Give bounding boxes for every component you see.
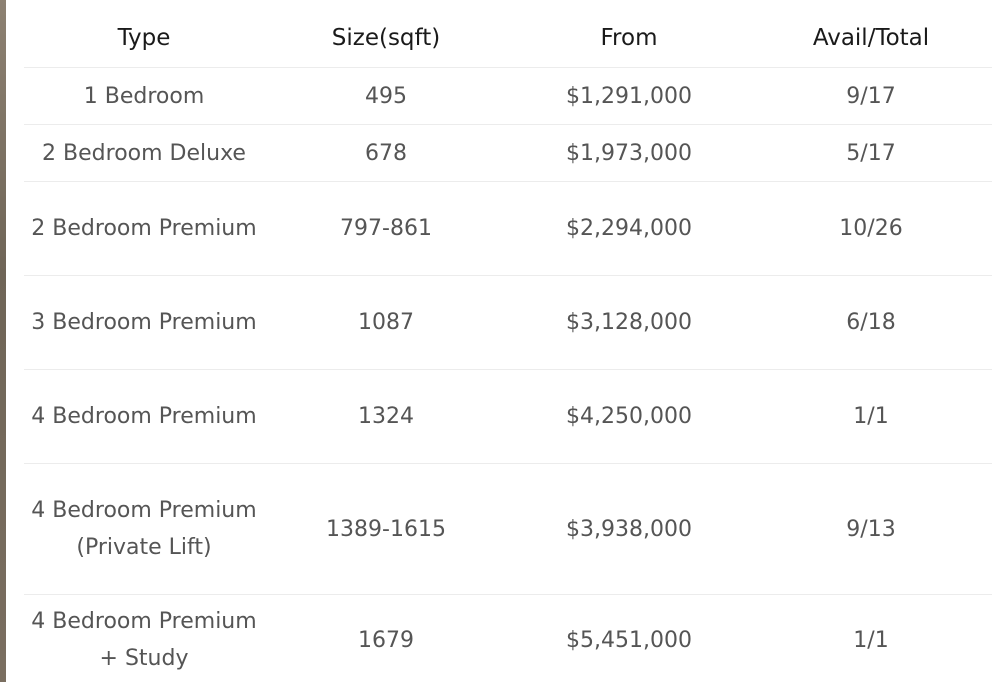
header-type: Type <box>24 9 264 68</box>
cell-from: $5,451,000 <box>566 627 692 653</box>
cell-from: $1,973,000 <box>508 124 750 182</box>
cell-avail: 1/1 <box>853 627 889 653</box>
table-row: 3 Bedroom Premium 1087 $3,128,000 6/18 <box>24 275 992 370</box>
cell-from: $4,250,000 <box>508 369 750 464</box>
table-row: 4 Bedroom Premium (Private Lift) 1389-16… <box>24 463 992 595</box>
cell-type: 4 Bedroom Premium (Private Lift) <box>24 463 264 595</box>
table-header-row: Type Size(sqft) From Avail/Total <box>24 9 992 68</box>
cell-avail: 6/18 <box>750 275 992 370</box>
cell-avail: 9/13 <box>750 463 992 595</box>
cell-from: $3,938,000 <box>508 463 750 595</box>
header-from: From <box>508 9 750 68</box>
unit-availability-table: Type Size(sqft) From Avail/Total 1 Bedro… <box>24 9 992 682</box>
cell-avail: 9/17 <box>750 67 992 125</box>
cell-type: 3 Bedroom Premium <box>24 275 264 370</box>
left-edge-strip <box>0 0 6 682</box>
cell-type: 1 Bedroom <box>24 67 264 125</box>
table-row: 4 Bedroom Premium + Study 1679 $5,451,00… <box>24 595 992 682</box>
cell-size: 1679 <box>358 627 414 653</box>
cell-size: 797-861 <box>264 181 508 276</box>
cell-size: 1087 <box>264 275 508 370</box>
cell-size: 1389-1615 <box>264 463 508 595</box>
cell-size: 1324 <box>264 369 508 464</box>
table-row: 4 Bedroom Premium 1324 $4,250,000 1/1 <box>24 369 992 464</box>
header-avail-total: Avail/Total <box>750 9 992 68</box>
table-row: 2 Bedroom Premium 797-861 $2,294,000 10/… <box>24 181 992 276</box>
cell-type: 2 Bedroom Premium <box>24 181 264 276</box>
cell-size: 678 <box>264 124 508 182</box>
cell-avail: 10/26 <box>750 181 992 276</box>
cell-type: 4 Bedroom Premium <box>24 369 264 464</box>
cell-avail: 1/1 <box>750 369 992 464</box>
cell-size: 495 <box>264 67 508 125</box>
cell-from: $1,291,000 <box>508 67 750 125</box>
cell-from: $2,294,000 <box>508 181 750 276</box>
cell-avail: 5/17 <box>750 124 992 182</box>
table-row: 2 Bedroom Deluxe 678 $1,973,000 5/17 <box>24 124 992 182</box>
table-row: 1 Bedroom 495 $1,291,000 9/17 <box>24 67 992 125</box>
header-size: Size(sqft) <box>264 9 508 68</box>
cell-type: 2 Bedroom Deluxe <box>24 124 264 182</box>
cell-type: 4 Bedroom Premium + Study <box>31 609 257 671</box>
cell-from: $3,128,000 <box>508 275 750 370</box>
